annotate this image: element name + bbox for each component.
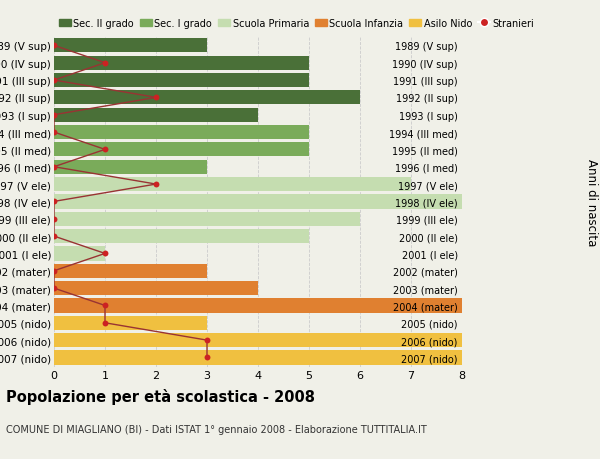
Bar xyxy=(54,281,258,296)
Bar xyxy=(54,160,207,174)
Bar xyxy=(54,264,207,278)
Point xyxy=(100,60,110,67)
Point xyxy=(202,337,212,344)
Bar xyxy=(54,316,207,330)
Bar xyxy=(54,74,309,88)
Bar xyxy=(54,195,462,209)
Point xyxy=(49,268,59,275)
Point xyxy=(100,250,110,257)
Point xyxy=(49,43,59,50)
Bar xyxy=(54,108,258,123)
Text: Anni di nascita: Anni di nascita xyxy=(584,158,598,246)
Point xyxy=(49,233,59,240)
Legend: Sec. II grado, Sec. I grado, Scuola Primaria, Scuola Infanzia, Asilo Nido, Stran: Sec. II grado, Sec. I grado, Scuola Prim… xyxy=(59,18,535,28)
Bar xyxy=(54,143,309,157)
Point xyxy=(151,181,161,188)
Bar xyxy=(54,56,309,71)
Point xyxy=(49,129,59,136)
Point xyxy=(49,216,59,223)
Text: COMUNE DI MIAGLIANO (BI) - Dati ISTAT 1° gennaio 2008 - Elaborazione TUTTITALIA.: COMUNE DI MIAGLIANO (BI) - Dati ISTAT 1°… xyxy=(6,425,427,435)
Point xyxy=(49,164,59,171)
Bar xyxy=(54,212,360,226)
Bar xyxy=(54,178,411,192)
Point xyxy=(49,112,59,119)
Point xyxy=(151,95,161,102)
Point xyxy=(202,354,212,361)
Point xyxy=(100,319,110,327)
Bar xyxy=(54,91,360,105)
Bar xyxy=(54,39,207,53)
Bar xyxy=(54,230,309,244)
Point xyxy=(100,146,110,154)
Bar xyxy=(54,333,462,347)
Bar xyxy=(54,299,462,313)
Bar xyxy=(54,247,105,261)
Point xyxy=(49,198,59,206)
Point xyxy=(100,302,110,309)
Point xyxy=(49,77,59,84)
Bar xyxy=(54,126,309,140)
Bar xyxy=(54,351,462,365)
Text: Popolazione per età scolastica - 2008: Popolazione per età scolastica - 2008 xyxy=(6,388,315,404)
Point xyxy=(49,285,59,292)
